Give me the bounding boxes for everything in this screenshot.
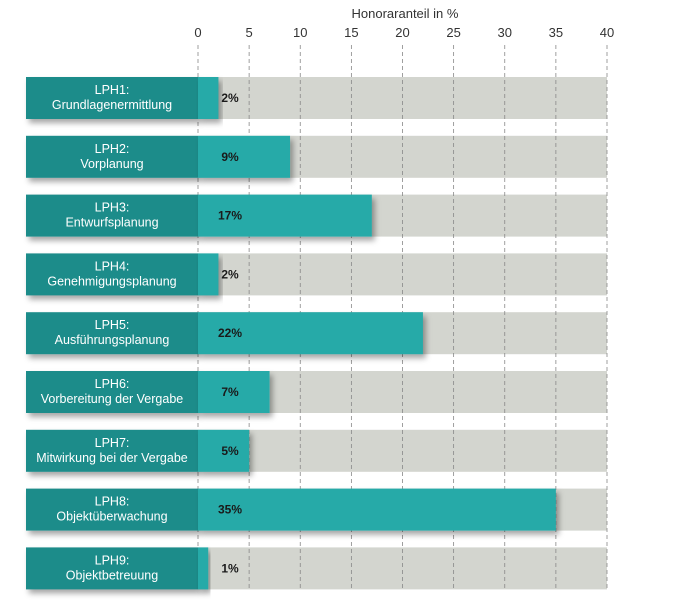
- data-label: 7%: [221, 385, 239, 399]
- x-tick-label: 35: [549, 25, 563, 40]
- category-label: Vorplanung: [80, 157, 143, 171]
- data-label: 17%: [218, 209, 242, 223]
- chart-row: LPH5:Ausführungsplanung 22%: [26, 312, 423, 355]
- category-label: Mitwirkung bei der Vergabe: [36, 451, 188, 465]
- data-bar: [198, 312, 423, 355]
- data-label: 22%: [218, 326, 242, 340]
- data-bar: [198, 253, 219, 296]
- data-label: 1%: [221, 561, 239, 575]
- x-tick-label: 30: [498, 25, 512, 40]
- x-tick-label: 25: [446, 25, 460, 40]
- x-tick-label: 0: [194, 25, 201, 40]
- category-label: Vorbereitung der Vergabe: [41, 392, 184, 406]
- data-label: 2%: [221, 91, 239, 105]
- chart-row: LPH4:Genehmigungsplanung 2%: [26, 253, 239, 296]
- category-label: LPH5:: [95, 318, 130, 332]
- x-tick-label: 5: [246, 25, 253, 40]
- category-label-box: [26, 429, 198, 472]
- data-label: 9%: [221, 150, 239, 164]
- category-label: LPH3:: [95, 201, 130, 215]
- bar-track: [198, 253, 607, 296]
- x-tick-label: 40: [600, 25, 614, 40]
- category-label-box: [26, 135, 198, 178]
- category-label: Genehmigungsplanung: [47, 274, 176, 288]
- data-label: 35%: [218, 503, 242, 517]
- chart-row: LPH1:Grundlagenermittlung 2%: [26, 77, 239, 119]
- data-bar: [198, 194, 372, 237]
- x-axis-title: Honoraranteil in %: [352, 6, 459, 21]
- category-label-box: [26, 253, 198, 296]
- data-bar: [198, 429, 250, 472]
- category-label-box: [26, 488, 198, 531]
- data-label: 2%: [221, 267, 239, 281]
- x-tick-label: 20: [395, 25, 409, 40]
- category-label-box: [26, 547, 198, 590]
- category-label: LPH4:: [95, 259, 130, 273]
- category-label: LPH2:: [95, 142, 130, 156]
- x-tick-label: 10: [293, 25, 307, 40]
- category-label: Objektüberwachung: [56, 510, 167, 524]
- category-label-box: [26, 77, 198, 119]
- category-label-box: [26, 371, 198, 413]
- bar-track: [198, 547, 607, 590]
- data-bar: [198, 135, 291, 178]
- chart-row: LPH8:Objektüberwachung 35%: [26, 488, 556, 531]
- category-label-box: [26, 312, 198, 355]
- chart-row: LPH7:Mitwirkung bei der Vergabe 5%: [26, 429, 250, 472]
- data-bar: [198, 488, 556, 531]
- category-label: LPH7:: [95, 436, 130, 450]
- category-label: Objektbetreuung: [66, 568, 158, 582]
- data-bar: [198, 77, 219, 119]
- category-label: LPH1:: [95, 83, 130, 97]
- chart-row: LPH9:Objektbetreuung 1%: [26, 547, 239, 590]
- category-label: LPH9:: [95, 553, 130, 567]
- category-label: LPH6:: [95, 377, 130, 391]
- chart-row: LPH2:Vorplanung 9%: [26, 135, 291, 178]
- data-bar: [198, 547, 209, 590]
- category-label: Grundlagenermittlung: [52, 98, 172, 112]
- bar-track: [198, 429, 607, 472]
- data-label: 5%: [221, 444, 239, 458]
- category-label: LPH8:: [95, 495, 130, 509]
- category-label: Ausführungsplanung: [55, 333, 170, 347]
- category-label-box: [26, 194, 198, 237]
- x-tick-label: 15: [344, 25, 358, 40]
- category-label: Entwurfsplanung: [65, 216, 158, 230]
- data-bar: [198, 371, 270, 413]
- chart-row: LPH3:Entwurfsplanung 17%: [26, 194, 372, 237]
- chart-row: LPH6:Vorbereitung der Vergabe 7%: [26, 371, 270, 413]
